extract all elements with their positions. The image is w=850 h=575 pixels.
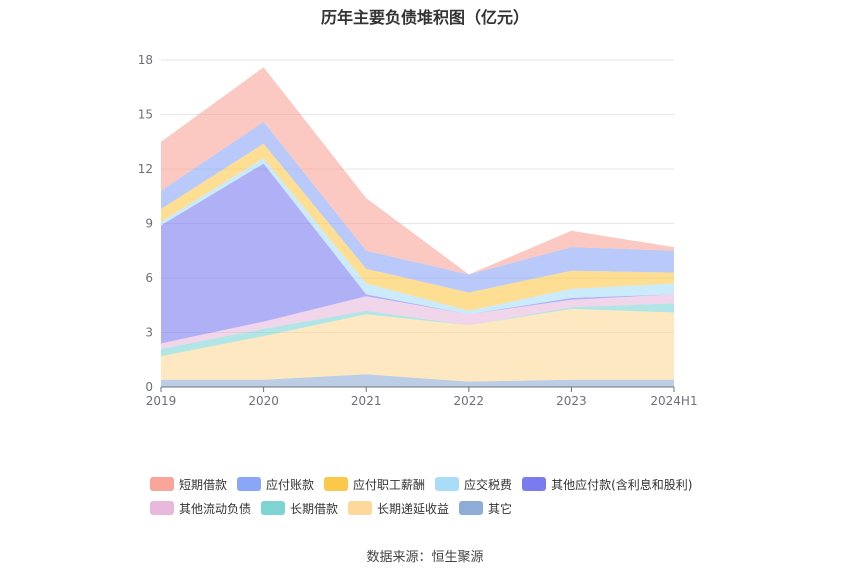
- chart-title: 历年主要负债堆积图（亿元）: [320, 8, 529, 27]
- legend-item[interactable]: 长期递延收益: [348, 500, 449, 517]
- x-tick-label: 2023: [556, 394, 587, 408]
- y-tick-label: 6: [145, 271, 153, 285]
- y-tick-label: 15: [138, 108, 153, 122]
- legend-item[interactable]: 短期借款: [150, 476, 227, 493]
- y-tick-label: 18: [138, 53, 153, 67]
- legend: 短期借款 应付账款 应付职工薪酬 应交税费 其他应付款(含利息和股利) 其他流动负债 长期借…: [150, 472, 730, 520]
- legend-label: 其它: [488, 501, 513, 516]
- legend-label: 应交税费: [464, 477, 513, 492]
- legend-row: 其他流动负债 长期借款 长期递延收益 其它: [150, 496, 730, 520]
- legend-swatch: [237, 477, 262, 491]
- legend-label: 短期借款: [179, 477, 228, 492]
- y-tick-label: 9: [145, 217, 153, 231]
- x-tick-label: 2024H1: [650, 394, 697, 408]
- x-tick-label: 2020: [248, 394, 279, 408]
- y-tick-label: 3: [145, 326, 153, 340]
- legend-item[interactable]: 其他流动负债: [150, 500, 251, 517]
- stacked-areas: [161, 67, 674, 387]
- legend-label: 长期借款: [290, 501, 339, 516]
- legend-label: 其他应付款(含利息和股利): [551, 477, 693, 492]
- legend-swatch: [324, 477, 349, 491]
- legend-swatch: [522, 477, 547, 491]
- legend-label: 其他流动负债: [179, 501, 252, 516]
- legend-swatch: [459, 501, 484, 515]
- legend-swatch: [261, 501, 286, 515]
- area-series-2: [161, 303, 674, 357]
- legend-label: 长期递延收益: [377, 501, 450, 516]
- area-series-6: [161, 143, 674, 311]
- legend-item[interactable]: 应交税费: [435, 476, 512, 493]
- legend-item[interactable]: 其他应付款(含利息和股利): [522, 476, 692, 493]
- source-note: 数据来源：恒生聚源: [366, 550, 484, 565]
- area-series-3: [161, 294, 674, 349]
- area-series-0: [161, 374, 674, 387]
- legend-swatch: [435, 477, 460, 491]
- x-tick-label: 2019: [146, 394, 177, 408]
- area-series-1: [161, 308, 674, 382]
- legend-item[interactable]: 其它: [459, 500, 512, 517]
- legend-label: 应付职工薪酬: [353, 477, 426, 492]
- legend-row: 短期借款 应付账款 应付职工薪酬 应交税费 其他应付款(含利息和股利): [150, 472, 730, 496]
- legend-item[interactable]: 应付账款: [237, 476, 314, 493]
- legend-swatch: [348, 501, 373, 515]
- legend-item[interactable]: 长期借款: [261, 500, 338, 517]
- legend-item[interactable]: 应付职工薪酬: [324, 476, 425, 493]
- y-tick-label: 12: [138, 162, 153, 176]
- legend-swatch: [150, 501, 174, 515]
- y-tick-label: 0: [145, 380, 153, 394]
- legend-label: 应付账款: [266, 477, 315, 492]
- x-tick-label: 2021: [351, 394, 382, 408]
- x-tick-label: 2022: [454, 394, 485, 408]
- area-series-7: [161, 121, 674, 293]
- legend-swatch: [150, 477, 174, 491]
- area-series-4: [161, 163, 674, 344]
- area-series-8: [161, 67, 674, 275]
- axes: 0 3 6 9 12 15 18 2019 2020 2021 2022 2023 2024H1: [138, 53, 698, 408]
